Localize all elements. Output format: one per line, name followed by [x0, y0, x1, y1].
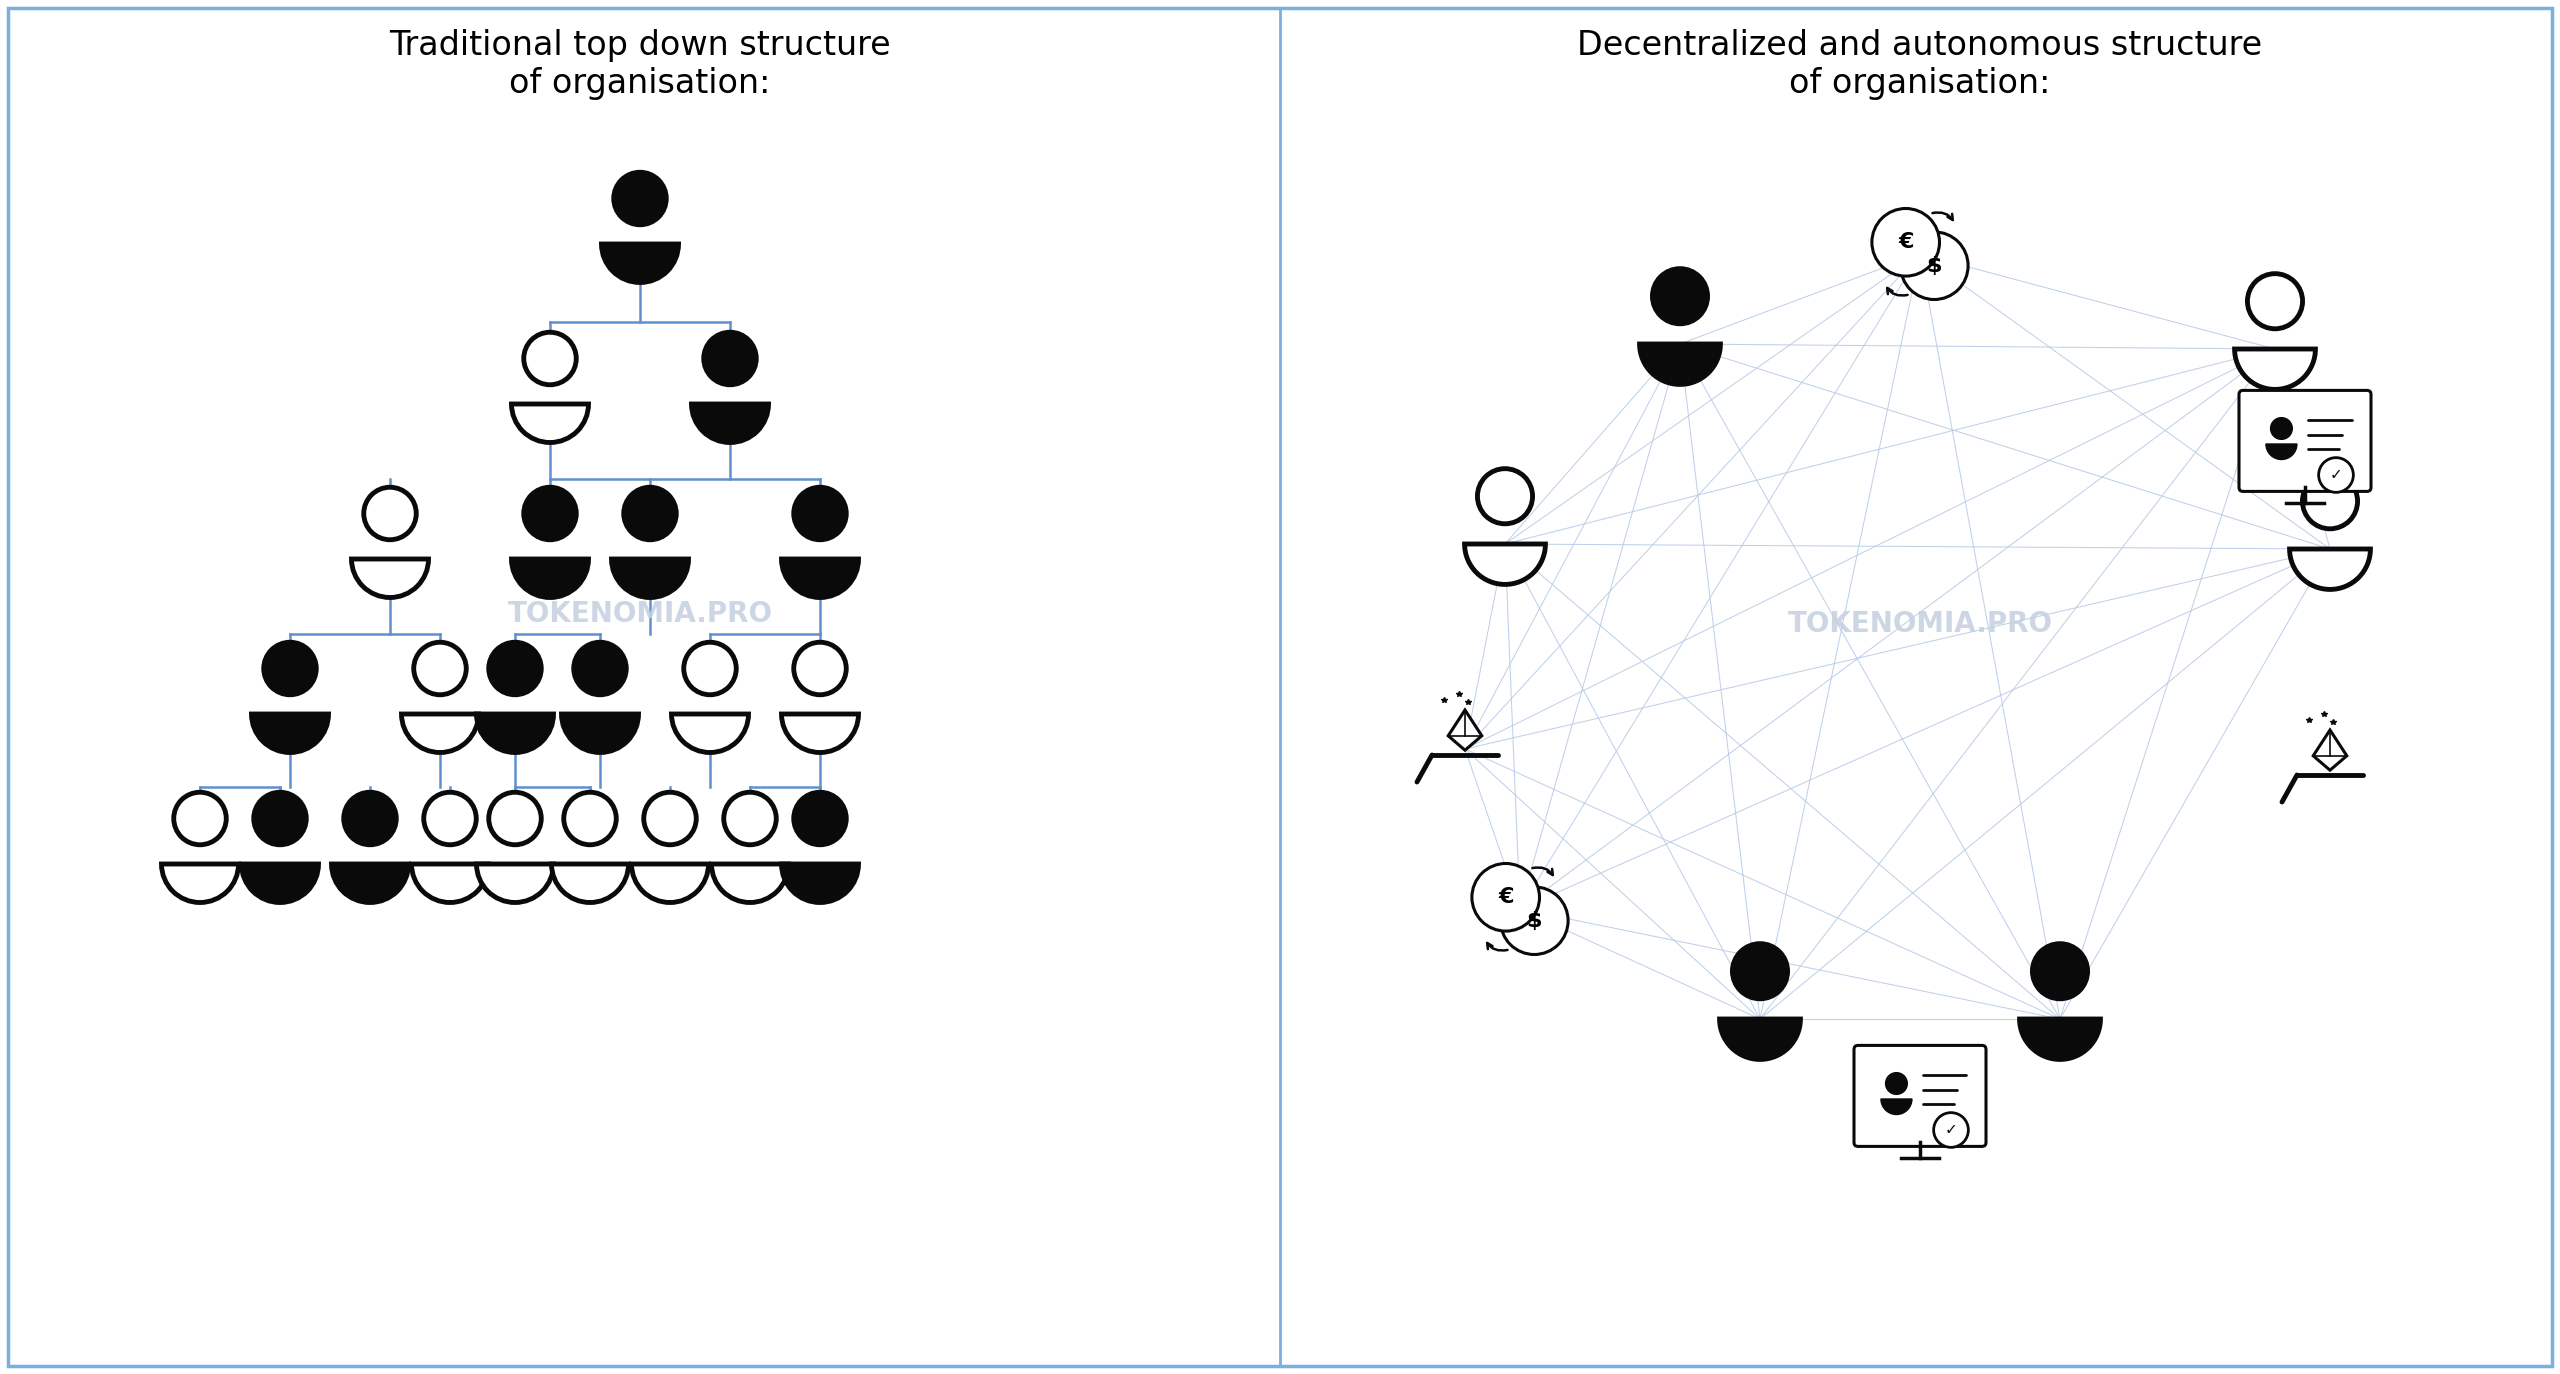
Circle shape — [2319, 458, 2353, 492]
Wedge shape — [161, 864, 238, 903]
Circle shape — [1900, 232, 1969, 300]
Wedge shape — [1720, 1020, 1800, 1059]
Circle shape — [724, 793, 776, 845]
Text: $: $ — [1526, 911, 1541, 930]
Wedge shape — [1882, 1099, 1912, 1114]
Wedge shape — [550, 864, 630, 903]
Wedge shape — [512, 559, 589, 598]
Text: €: € — [1897, 232, 1912, 253]
Circle shape — [1733, 944, 1787, 999]
Circle shape — [794, 793, 847, 845]
Circle shape — [643, 793, 696, 845]
Text: Decentralized and autonomous structure
of organisation:: Decentralized and autonomous structure o… — [1577, 29, 2263, 100]
FancyBboxPatch shape — [1853, 1046, 1987, 1146]
Circle shape — [2271, 418, 2291, 440]
Wedge shape — [781, 559, 858, 598]
Wedge shape — [671, 714, 748, 753]
Circle shape — [415, 642, 466, 695]
Circle shape — [794, 488, 847, 540]
Wedge shape — [251, 714, 328, 753]
Wedge shape — [2020, 1020, 2099, 1059]
Circle shape — [563, 793, 617, 845]
Wedge shape — [561, 714, 637, 753]
Circle shape — [1477, 469, 1533, 523]
Text: ✓: ✓ — [1946, 1123, 1958, 1138]
Wedge shape — [476, 864, 553, 903]
Wedge shape — [412, 864, 489, 903]
Wedge shape — [1638, 344, 1720, 385]
Circle shape — [2248, 273, 2301, 328]
Circle shape — [573, 642, 627, 695]
Circle shape — [489, 793, 540, 845]
Text: TOKENOMIA.PRO: TOKENOMIA.PRO — [1787, 610, 2053, 638]
Circle shape — [1651, 269, 1708, 324]
Wedge shape — [1464, 544, 1546, 584]
Circle shape — [364, 488, 417, 540]
Circle shape — [794, 642, 847, 695]
Circle shape — [1887, 1073, 1907, 1094]
Wedge shape — [2266, 444, 2296, 459]
Wedge shape — [602, 245, 678, 283]
Circle shape — [425, 793, 476, 845]
Text: €: € — [1498, 888, 1513, 907]
Circle shape — [1500, 886, 1569, 955]
Circle shape — [2033, 944, 2086, 999]
Circle shape — [1933, 1113, 1969, 1147]
Wedge shape — [712, 864, 788, 903]
Circle shape — [525, 488, 576, 540]
Wedge shape — [2289, 550, 2371, 589]
Polygon shape — [2314, 730, 2348, 771]
Wedge shape — [330, 864, 410, 903]
Circle shape — [525, 333, 576, 385]
Text: ✓: ✓ — [2330, 467, 2342, 482]
Wedge shape — [781, 864, 858, 903]
Text: Traditional top down structure
of organisation:: Traditional top down structure of organi… — [389, 29, 891, 100]
Circle shape — [174, 793, 225, 845]
Circle shape — [1871, 209, 1940, 276]
Wedge shape — [476, 714, 553, 753]
Text: $: $ — [1928, 256, 1943, 276]
Text: TOKENOMIA.PRO: TOKENOMIA.PRO — [507, 600, 773, 628]
Circle shape — [253, 793, 307, 845]
Wedge shape — [2235, 349, 2314, 389]
Wedge shape — [612, 559, 689, 598]
Wedge shape — [351, 559, 428, 598]
Wedge shape — [632, 864, 709, 903]
Polygon shape — [1449, 710, 1482, 750]
Circle shape — [684, 642, 737, 695]
FancyBboxPatch shape — [2240, 390, 2371, 492]
Wedge shape — [241, 864, 317, 903]
Circle shape — [489, 642, 540, 695]
Circle shape — [625, 488, 676, 540]
Wedge shape — [781, 714, 858, 753]
Wedge shape — [512, 404, 589, 442]
Circle shape — [2301, 474, 2358, 529]
Circle shape — [343, 793, 397, 845]
Circle shape — [264, 642, 317, 695]
Circle shape — [614, 172, 666, 225]
Circle shape — [1472, 863, 1539, 932]
Circle shape — [704, 333, 755, 385]
Wedge shape — [691, 404, 768, 442]
Wedge shape — [402, 714, 479, 753]
